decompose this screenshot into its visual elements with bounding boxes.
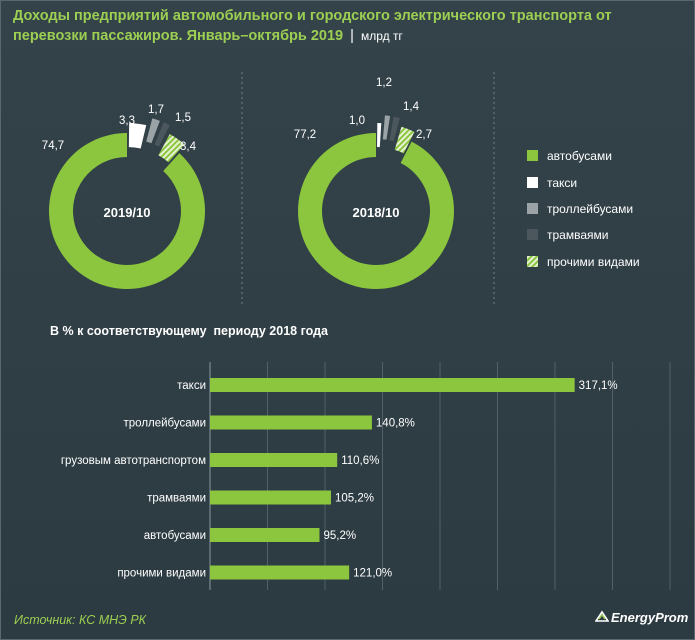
bar xyxy=(210,528,320,542)
bus-value-label: 74,7 xyxy=(42,140,64,152)
donut-slice-tram xyxy=(389,116,400,142)
legend-item-tram: трамваями xyxy=(527,228,608,242)
donut-slice-trolleybus xyxy=(146,118,160,144)
legend-label: автобусами xyxy=(547,149,612,163)
bus-value-label: 77,2 xyxy=(294,129,316,141)
tram-value-label: 1,4 xyxy=(403,101,420,113)
bar xyxy=(210,415,372,430)
taxi-value-label: 3,3 xyxy=(119,115,135,127)
donut-slice-taxi xyxy=(377,123,382,148)
legend-swatch xyxy=(527,256,538,267)
bar-category-label: трамваями xyxy=(147,493,206,505)
bar xyxy=(210,378,575,392)
other-value-label: 2,7 xyxy=(416,129,432,141)
legend-label: такси xyxy=(547,176,577,190)
legend-item-other: прочими видами xyxy=(527,255,640,269)
legend-item-taxi: такси xyxy=(527,176,577,190)
title-separator: | xyxy=(350,28,354,44)
source-note: Источник: КС МНЭ РК xyxy=(14,613,147,627)
bar-value-label: 105,2% xyxy=(335,493,374,505)
taxi-value-label: 1,0 xyxy=(349,115,365,127)
donut-slice-trolleybus xyxy=(382,115,391,140)
legend-swatch xyxy=(527,229,538,240)
bar-value-label: 317,1% xyxy=(579,380,618,392)
title-text: Доходы предприятий автомобильного и горо… xyxy=(13,8,612,44)
bar-chart-title: В % к соответствующему периоду 2018 года xyxy=(50,324,329,338)
bar-category-label: прочими видами xyxy=(117,568,206,580)
donut-slice-other xyxy=(158,134,185,163)
donut-slice-tram xyxy=(154,122,170,147)
legend-swatch xyxy=(527,150,538,161)
legend-label: прочими видами xyxy=(547,255,640,269)
bar xyxy=(210,490,331,505)
bar-value-label: 95,2% xyxy=(323,530,356,542)
other-value-label: 3,4 xyxy=(180,141,197,153)
bar-category-label: автобусами xyxy=(144,530,206,542)
bar-category-label: троллейбусами xyxy=(124,418,206,430)
donut-chart-2018: 2018/10 77,2 1,0 1,2 1,4 2,7 xyxy=(294,77,455,289)
bar-value-label: 110,6% xyxy=(341,455,379,467)
energyprom-logo: EnergyProm xyxy=(595,610,690,630)
logo-text: EnergyProm xyxy=(611,610,689,625)
legend-item-trolleybus: троллейбусами xyxy=(527,202,633,216)
donut-center-label: 2018/10 xyxy=(353,205,400,220)
trolleybus-value-label: 1,7 xyxy=(148,104,164,116)
legend-swatch xyxy=(527,203,538,214)
donut-slice-other xyxy=(394,126,415,154)
legend-label: трамваями xyxy=(547,228,608,242)
bar-category-label: такси xyxy=(177,380,206,392)
donut-slice-bus xyxy=(298,133,455,289)
title-unit: млрд тг xyxy=(360,29,403,43)
donut-chart-2019: 2019/10 74,7 3,3 1,7 1,5 3,4 xyxy=(42,104,205,289)
bar-category-label: грузовым автотранспортом xyxy=(61,455,206,467)
donut-center-label: 2019/10 xyxy=(104,205,151,220)
logo-icon xyxy=(595,610,609,622)
bar xyxy=(210,565,350,580)
bar-value-label: 140,8% xyxy=(376,418,415,430)
donut-slice-bus xyxy=(48,133,205,289)
bar-value-label: 121,0% xyxy=(353,568,392,580)
legend: автобусами такси троллейбусами трамваями… xyxy=(527,149,640,269)
legend-item-bus: автобусами xyxy=(527,149,612,163)
legend-label: троллейбусами xyxy=(547,202,633,216)
trolleybus-value-label: 1,2 xyxy=(376,77,392,89)
legend-swatch xyxy=(527,177,538,188)
bar-chart: такси 317,1% троллейбусами 140,8% грузовым а… xyxy=(61,362,671,590)
chart-title: Доходы предприятий автомобильного и горо… xyxy=(13,6,688,46)
tram-value-label: 1,5 xyxy=(175,112,191,124)
donut-slice-taxi xyxy=(128,123,147,149)
chart-canvas: 2019/10 74,7 3,3 1,7 1,5 3,4 2018/10 77,… xyxy=(42,72,671,590)
bar xyxy=(210,453,338,467)
